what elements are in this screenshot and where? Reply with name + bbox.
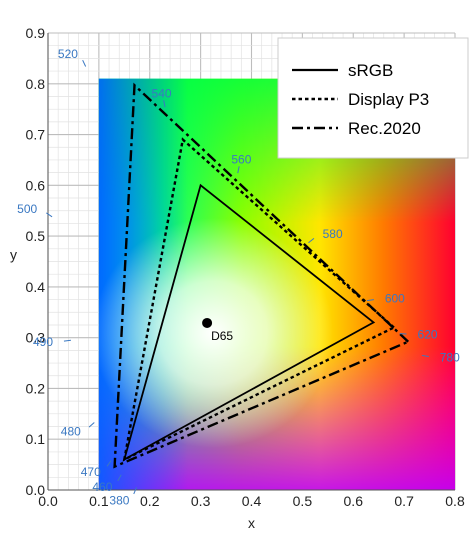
legend: sRGB Display P3 Rec.2020 xyxy=(277,37,469,159)
wavelength-label: 520 xyxy=(58,47,78,61)
legend-label-rec2020: Rec.2020 xyxy=(348,119,421,138)
wavelength-tick xyxy=(106,460,112,467)
wavelength-label: 780 xyxy=(440,351,460,365)
wavelength-label: 580 xyxy=(323,227,343,241)
y-tick-label: 0.8 xyxy=(26,76,46,92)
white-point-label: D65 xyxy=(211,329,233,343)
wavelength-label: 490 xyxy=(33,335,53,349)
wavelength-tick xyxy=(46,212,53,218)
x-tick-label: 0.3 xyxy=(191,493,211,509)
wavelength-label: 600 xyxy=(385,292,405,306)
x-tick-label: 0.6 xyxy=(344,493,364,509)
wavelength-label: 620 xyxy=(418,327,438,341)
wavelength-label: 500 xyxy=(17,202,37,216)
wavelength-label: 470 xyxy=(81,465,101,479)
x-tick-label: 0.1 xyxy=(89,493,109,509)
legend-label-p3: Display P3 xyxy=(348,90,429,109)
y-tick-label: 0.5 xyxy=(26,228,46,244)
gamut-triangle-3 xyxy=(113,82,411,469)
y-axis-label: y xyxy=(10,247,17,263)
x-tick-label: 0.8 xyxy=(445,493,465,509)
x-tick-label: 0.7 xyxy=(394,493,414,509)
gamut-triangle-2 xyxy=(122,137,397,462)
wavelength-label: 460 xyxy=(92,480,112,494)
y-tick-label: 0.6 xyxy=(26,177,46,193)
series-layer: D65 xyxy=(113,82,411,469)
x-tick-label: 0.0 xyxy=(38,493,58,509)
x-tick-label: 0.5 xyxy=(293,493,313,509)
wavelength-label: 480 xyxy=(61,425,81,439)
x-tick-label: 0.4 xyxy=(242,493,262,509)
wavelength-label: 540 xyxy=(152,86,172,100)
y-tick-label: 0.9 xyxy=(26,25,46,41)
y-tick-label: 0.4 xyxy=(26,279,46,295)
wavelength-tick xyxy=(117,474,122,482)
y-tick-label: 0.0 xyxy=(26,482,46,498)
gamut-triangle-1 xyxy=(122,183,376,462)
wavelength-label: 560 xyxy=(231,152,251,166)
legend-label-srgb: sRGB xyxy=(348,61,393,80)
bg-white xyxy=(93,217,334,448)
y-tick-label: 0.3 xyxy=(26,330,46,346)
wavelength-tick xyxy=(63,339,71,342)
wavelength-tick xyxy=(366,299,374,302)
wavelength-tick xyxy=(133,487,137,495)
wavelength-tick xyxy=(88,422,95,428)
x-axis-label: x xyxy=(248,515,255,531)
wavelength-tick xyxy=(163,100,166,108)
wavelength-tick xyxy=(82,59,87,67)
wavelength-tick xyxy=(308,237,315,244)
y-tick-label: 0.2 xyxy=(26,380,46,396)
wavelength-tick xyxy=(421,354,429,357)
wavelength-tick xyxy=(237,166,240,174)
axes-layer: 0.0 0.1 0.2 0.3 0.4 0.5 0.6 0.7 0.8 0.0 0.1 0.2 0.3 0… xyxy=(10,25,465,531)
y-tick-label: 0.7 xyxy=(26,127,46,143)
legend-box xyxy=(277,37,469,159)
y-tick-label: 0.1 xyxy=(26,431,46,447)
x-tick-label: 0.2 xyxy=(140,493,160,509)
wavelength-label: 380 xyxy=(109,493,129,507)
white-point-marker xyxy=(202,317,213,328)
